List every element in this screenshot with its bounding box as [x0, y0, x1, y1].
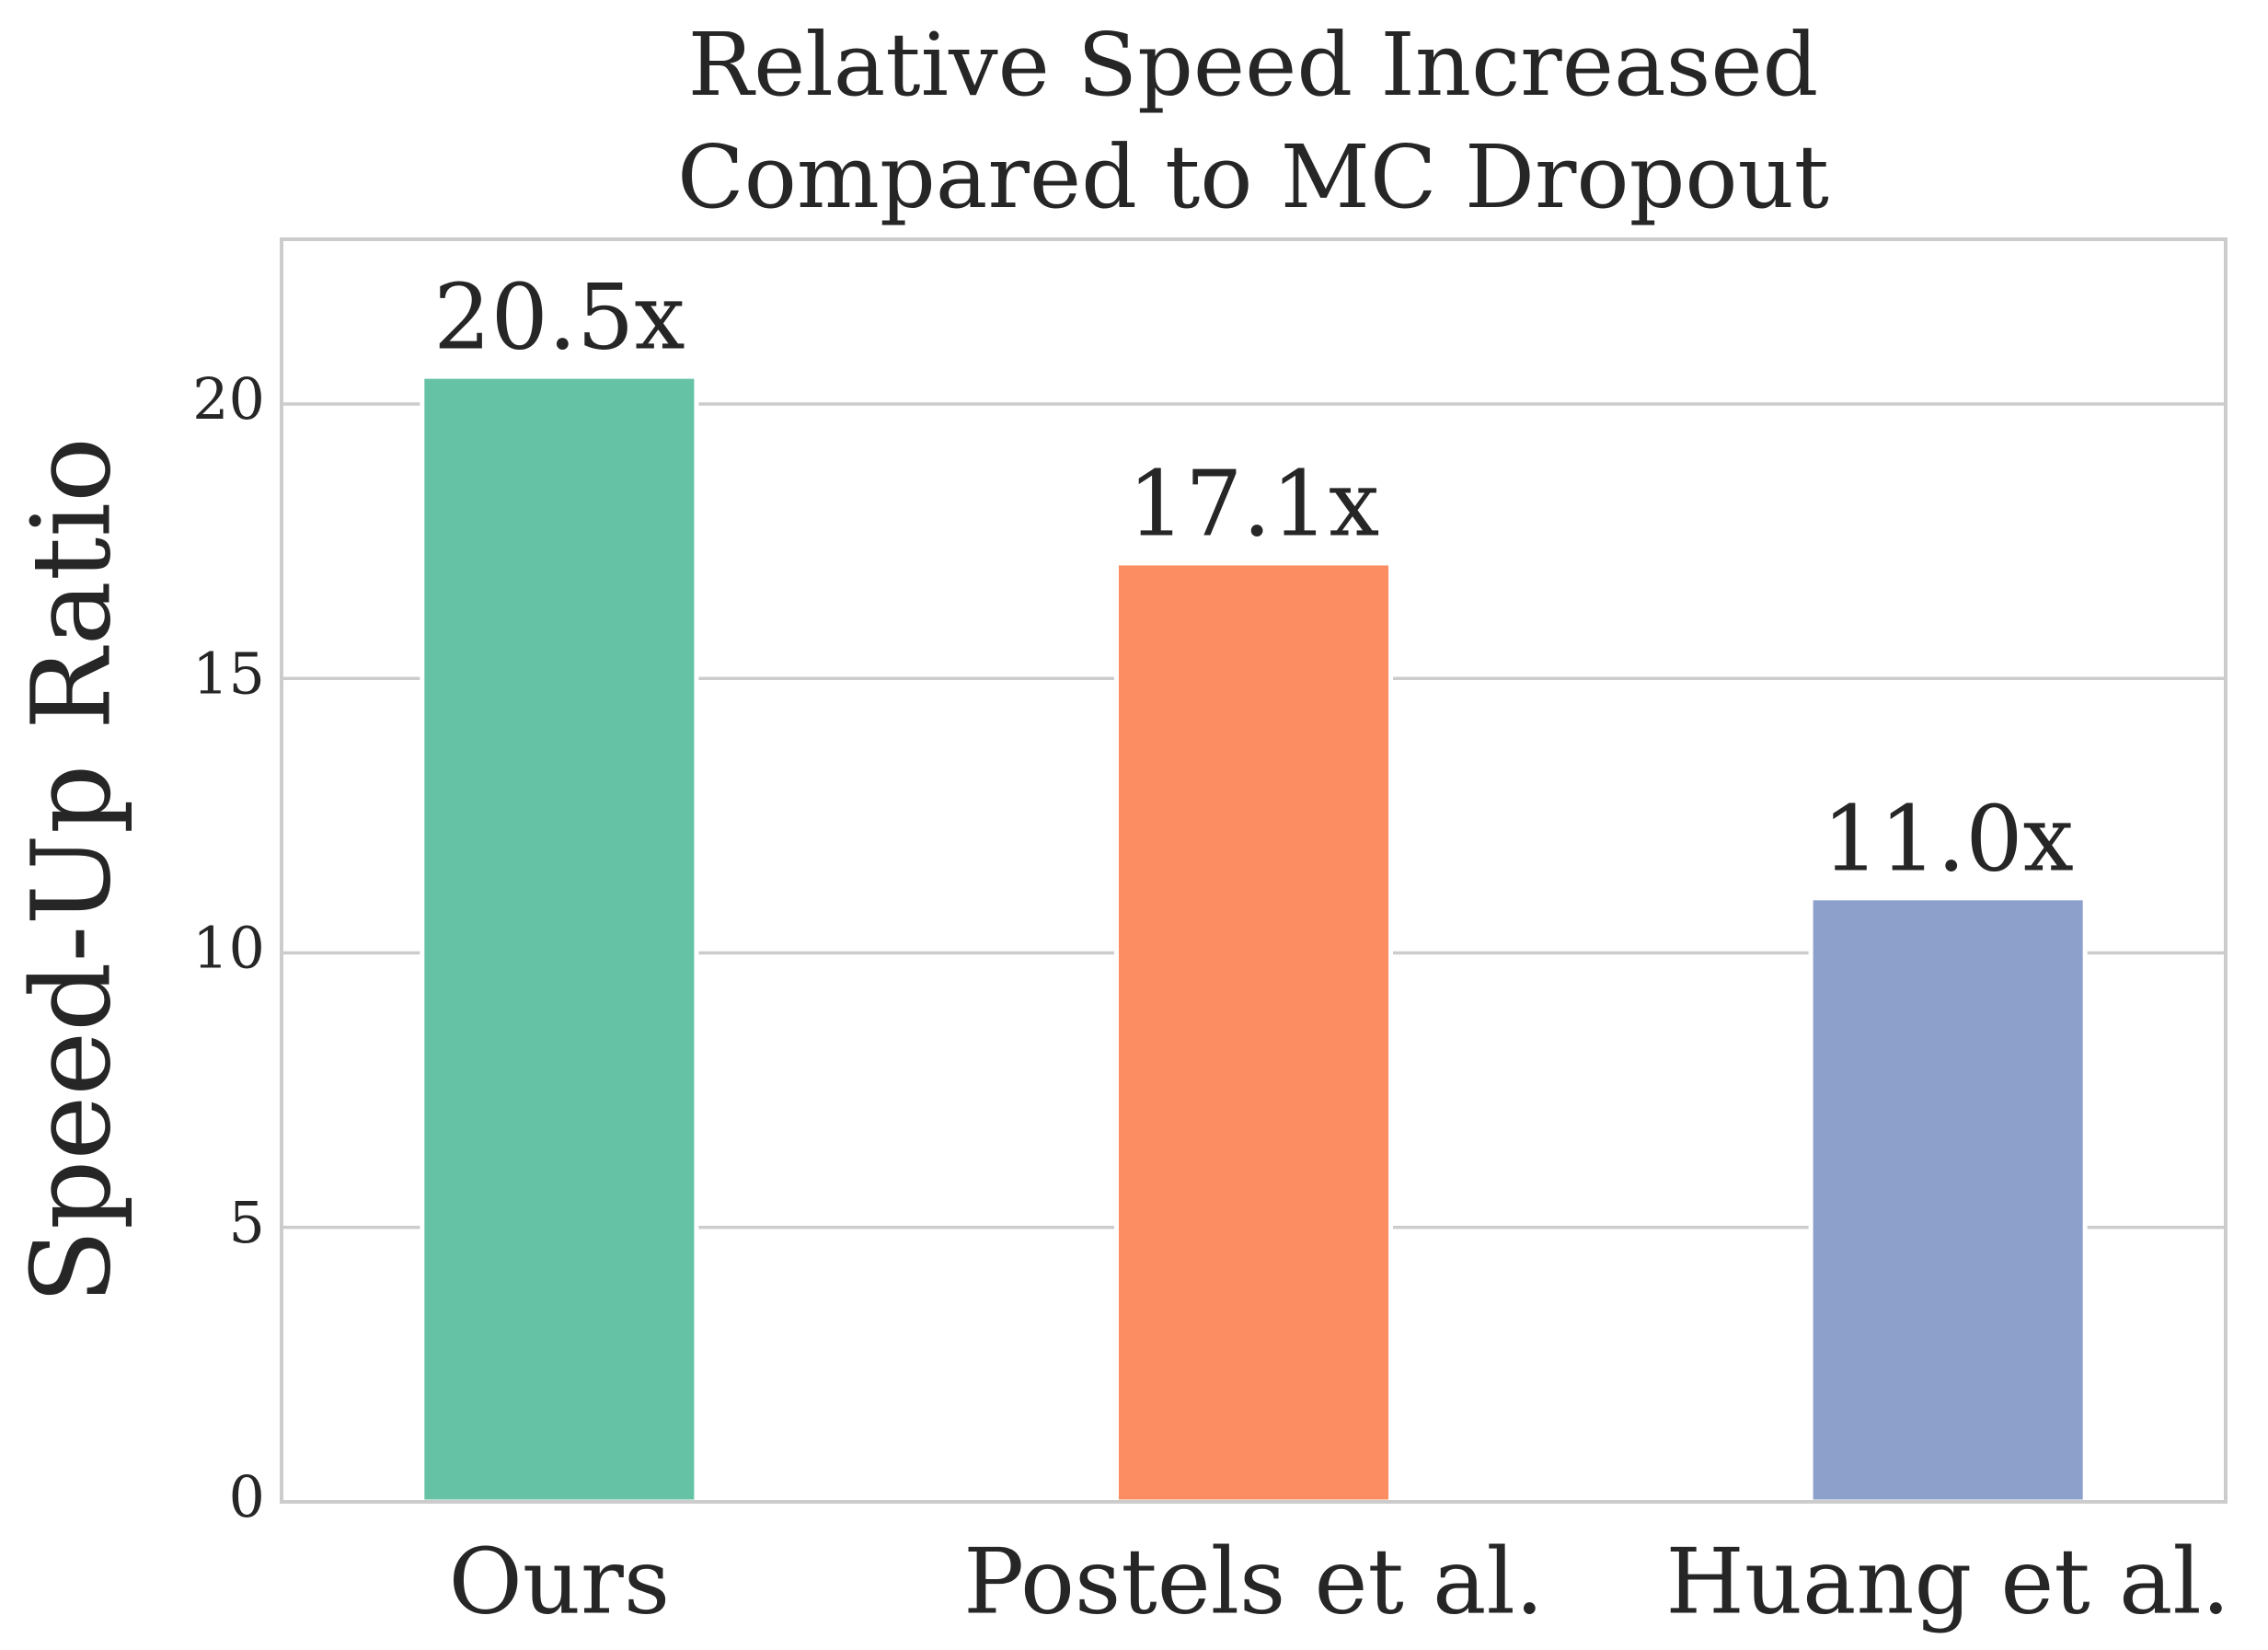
chart-title: Relative Speed Increased [688, 15, 1819, 116]
value-label: 20.5x [433, 266, 685, 371]
x-tick-label: Postels et al. [963, 1530, 1544, 1635]
axes-frame [280, 237, 2228, 1504]
bar [1113, 560, 1394, 1505]
plot-area: 0 5 10 15 20 Ours 20.5x Postels et al. 17.1x Huan… [192, 266, 2230, 1635]
value-label: 11.0x [1822, 787, 2073, 892]
value-label: 17.1x [1128, 452, 1379, 557]
y-tick-label: 0 [229, 1463, 265, 1530]
chart-title: Compared to MC Dropout [677, 127, 1829, 228]
y-tick-label: 15 [192, 640, 265, 707]
y-tick-label: 20 [192, 365, 265, 433]
bar [1808, 895, 2088, 1505]
x-tick-label: Huang et al. [1665, 1530, 2229, 1635]
bar [420, 374, 699, 1505]
y-axis-label: Speed-Up Ratio [8, 437, 135, 1304]
y-tick-label: 10 [192, 915, 265, 982]
y-tick-label: 5 [229, 1189, 265, 1256]
x-tick-label: Ours [449, 1530, 671, 1635]
